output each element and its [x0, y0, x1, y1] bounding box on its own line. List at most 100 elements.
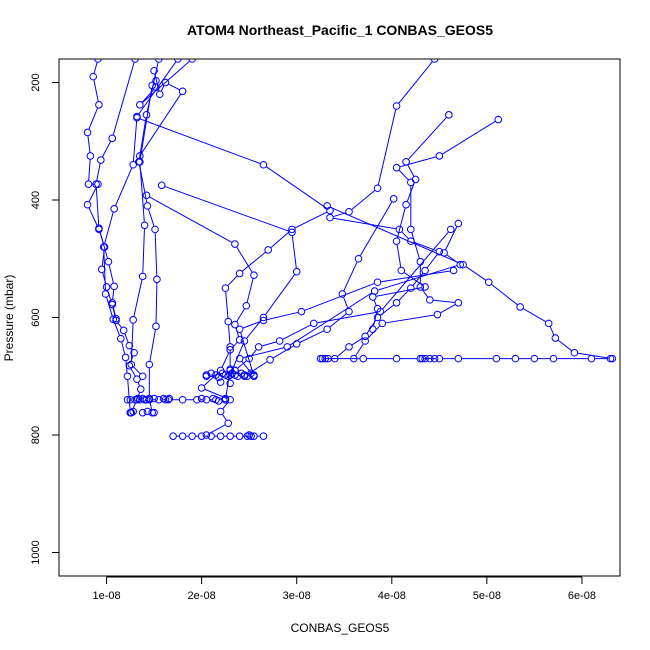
series-line-segment [222, 402, 229, 410]
series-14 [323, 202, 617, 363]
data-point [188, 59, 196, 63]
data-point [193, 395, 201, 404]
series-line-segment [108, 265, 114, 283]
series-line-segment [149, 329, 156, 362]
data-point [226, 365, 234, 374]
series-line-segment [154, 232, 158, 276]
series-line-segment [376, 287, 422, 297]
chart-title: ATOM4 Northeast_Pacific_1 CONBAS_GEOS5 [187, 22, 493, 38]
data-point [214, 397, 223, 405]
data-point [207, 432, 215, 440]
data-point [606, 354, 615, 363]
data-point [264, 246, 272, 254]
series-line-segment [121, 342, 126, 355]
series-2 [135, 59, 163, 417]
series-line-segment [138, 118, 147, 159]
data-point [570, 348, 579, 357]
data-point [484, 278, 493, 287]
data-point [89, 72, 98, 81]
data-point [454, 219, 463, 228]
series-line-segment [240, 332, 254, 373]
data-point [421, 283, 429, 291]
series-8 [133, 113, 334, 404]
series-line-segment [132, 120, 138, 162]
series-line-segment [139, 165, 145, 222]
series-line-segment [124, 333, 129, 343]
series-line-segment [414, 241, 437, 251]
series-line-segment [242, 321, 261, 329]
series-line-segment [112, 306, 116, 316]
data-point [216, 432, 225, 440]
data-point [169, 432, 177, 440]
data-point [102, 283, 111, 291]
data-point [231, 366, 239, 375]
data-point [283, 343, 292, 351]
data-point [446, 225, 455, 234]
data-point [136, 101, 144, 109]
series-line-segment [251, 349, 257, 357]
data-point [359, 354, 368, 363]
x-tick-label: 2e-08 [188, 590, 216, 602]
series-line-segment [139, 88, 153, 159]
data-point [94, 180, 102, 188]
series-line-segment [155, 282, 158, 323]
data-point [326, 213, 334, 222]
data-point [152, 322, 160, 331]
series-line-segment [133, 366, 141, 375]
series-line-segment [433, 299, 455, 303]
data-point [445, 111, 453, 119]
series-line-segment [243, 347, 284, 359]
data-point [129, 407, 137, 416]
data-point [259, 432, 268, 440]
data-point [226, 432, 234, 440]
data-point [435, 152, 444, 160]
data-point [416, 283, 425, 291]
data-point [492, 354, 501, 363]
series-line-segment [270, 231, 290, 248]
data-point [224, 317, 233, 326]
series-line-segment [142, 60, 190, 103]
data-point [354, 254, 363, 263]
data-point [108, 134, 117, 143]
series-line-segment [343, 261, 358, 291]
series-6 [136, 59, 196, 109]
data-point [123, 395, 132, 404]
series-line-segment [104, 212, 114, 244]
series-18 [235, 219, 465, 381]
series-5 [92, 59, 139, 323]
series-line-segment [557, 339, 572, 351]
data-point [511, 354, 520, 363]
data-point [155, 90, 164, 99]
data-point [389, 195, 398, 203]
series-line-segment [203, 372, 219, 386]
data-point [145, 360, 154, 369]
series-line-segment [133, 279, 143, 317]
data-point [288, 228, 296, 237]
data-point [411, 175, 420, 184]
series-22 [169, 432, 268, 440]
data-point [544, 319, 553, 328]
series-line-segment [87, 135, 91, 153]
series-line-segment [396, 208, 406, 238]
x-tick-label: 5e-08 [473, 590, 501, 602]
data-point [259, 160, 268, 169]
data-point [373, 313, 382, 322]
data-point [216, 407, 225, 416]
data-point [127, 360, 136, 369]
series-line-segment [380, 304, 395, 316]
data-point [392, 237, 401, 245]
data-point [226, 379, 234, 388]
series-line-segment [398, 290, 409, 301]
data-point [95, 224, 103, 232]
data-point [150, 408, 158, 417]
data-point [129, 316, 137, 324]
data-point [231, 240, 239, 248]
series-line-segment [125, 360, 128, 373]
data-point [456, 260, 465, 269]
data-point [324, 354, 332, 363]
data-point [416, 354, 425, 363]
data-point [459, 260, 467, 269]
series-line-segment [373, 300, 377, 306]
series-line-segment [241, 361, 253, 374]
series-line-segment [102, 141, 112, 158]
